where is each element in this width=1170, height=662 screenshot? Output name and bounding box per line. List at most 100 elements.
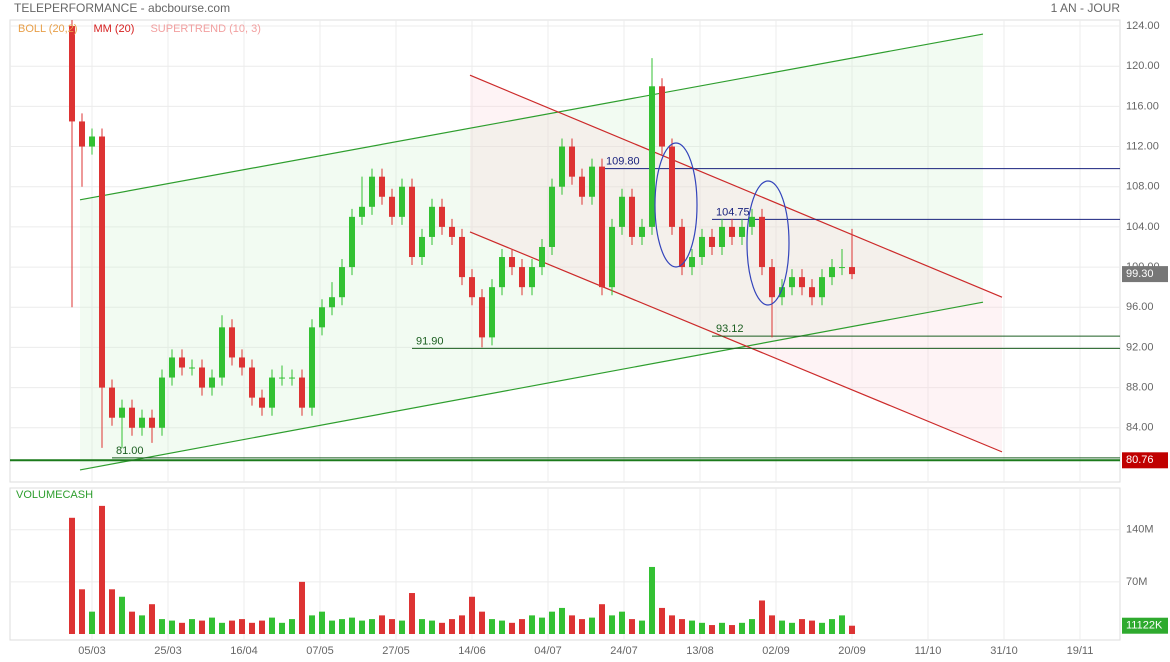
volume-bar: [559, 607, 565, 634]
highlight-ellipse: [654, 142, 698, 268]
volume-bar: [569, 615, 575, 634]
volume-bar: [139, 615, 145, 634]
candle-body: [499, 257, 505, 288]
volume-bar: [299, 581, 305, 634]
legend-entry: SUPERTREND (10, 3): [150, 23, 260, 35]
candle-body: [539, 246, 545, 268]
x-tick-label: 04/07: [534, 645, 562, 657]
candle-body: [199, 367, 205, 388]
volume-bar: [789, 622, 795, 634]
volume-bar: [669, 615, 675, 634]
candle-body: [479, 297, 485, 338]
volume-bar: [659, 607, 665, 634]
y-tick-label: 104.00: [1126, 221, 1160, 233]
legend-entry: BOLL (20,2): [18, 23, 78, 35]
volume-bar: [219, 622, 225, 634]
candle-body: [729, 226, 735, 237]
volume-bar: [109, 589, 115, 634]
x-tick-label: 05/03: [78, 645, 106, 657]
volume-bar: [489, 619, 495, 634]
candle-body: [409, 186, 415, 258]
candle-body: [249, 367, 255, 398]
candle-body: [679, 226, 685, 268]
candle-body: [769, 267, 775, 298]
y-tick-label: 112.00: [1126, 140, 1159, 152]
candle-body: [839, 267, 845, 269]
candle-body: [339, 267, 345, 298]
volume-bar: [239, 619, 245, 634]
candle-body: [429, 206, 435, 237]
x-tick-label: 31/10: [990, 645, 1018, 657]
volume-bar: [179, 622, 185, 634]
x-tick-label: 02/09: [762, 645, 790, 657]
candle-body: [569, 146, 575, 177]
volume-bar: [399, 620, 405, 634]
candle-body: [459, 236, 465, 278]
volume-bar: [849, 625, 855, 634]
volume-bar: [529, 615, 535, 634]
candle-body: [639, 226, 645, 237]
trend-line: [469, 74, 1003, 298]
volume-bar: [819, 622, 825, 634]
candle-body: [619, 196, 625, 227]
volume-bar: [89, 611, 95, 634]
candle-body: [259, 397, 265, 408]
y-tick-label: 120.00: [1126, 60, 1160, 72]
legend-entry: MM (20): [94, 23, 135, 35]
candle-body: [849, 267, 855, 275]
x-tick-label: 07/05: [306, 645, 334, 657]
candle-body: [129, 407, 135, 428]
last-price-label-box: [1122, 266, 1168, 283]
last-price-label: 99.30: [1126, 268, 1154, 280]
candle-body: [389, 196, 395, 217]
candle-body: [709, 236, 715, 247]
candle-body: [419, 236, 425, 258]
volume-bar: [159, 619, 165, 634]
candle-body: [139, 417, 145, 428]
candle-body: [649, 86, 655, 227]
volume-bar: [689, 620, 695, 634]
volume-bar: [79, 589, 85, 634]
volume-bar: [499, 620, 505, 634]
x-tick-label: 14/06: [458, 645, 486, 657]
candle-body: [549, 186, 555, 247]
candle-body: [739, 226, 745, 237]
x-tick-label: 11/10: [915, 645, 942, 657]
volume-bar: [519, 619, 525, 634]
volume-bar: [749, 619, 755, 634]
candle-body: [119, 407, 125, 418]
y-tick-label: 70M: [1126, 576, 1147, 588]
candle-body: [439, 206, 445, 227]
candle-body: [659, 86, 665, 147]
x-tick-label: 16/04: [230, 645, 258, 657]
candle-body: [579, 176, 585, 197]
trend-line: [79, 33, 984, 201]
candle-body: [349, 216, 355, 268]
y-tick-label: 84.00: [1126, 422, 1154, 434]
volume-bar: [809, 620, 815, 634]
volume-bar: [639, 620, 645, 634]
volume-bar: [229, 620, 235, 634]
volume-bar: [619, 611, 625, 634]
volume-bar: [679, 619, 685, 634]
volume-bar: [739, 622, 745, 634]
candle-body: [169, 357, 175, 378]
volume-bar: [829, 619, 835, 634]
y-tick-label: 116.00: [1126, 100, 1159, 112]
candle-body: [369, 176, 375, 207]
trend-line: [469, 231, 1003, 453]
x-tick-label: 13/08: [686, 645, 714, 657]
volume-bar: [469, 596, 475, 634]
volume-last-label-box: [1122, 617, 1168, 634]
volume-bar: [709, 625, 715, 634]
volume-bar: [379, 615, 385, 634]
volume-bar: [649, 566, 655, 634]
y-tick-label: 92.00: [1126, 341, 1154, 353]
level-label: 81.00: [116, 445, 144, 457]
candle-body: [559, 146, 565, 187]
volume-bar: [699, 622, 705, 634]
candle-body: [109, 387, 115, 418]
volume-bar: [759, 600, 765, 634]
volume-bar: [839, 615, 845, 634]
